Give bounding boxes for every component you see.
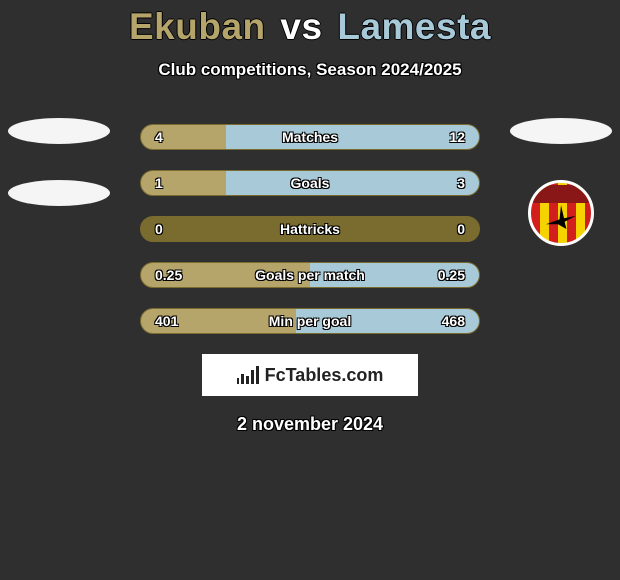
player-1-name: Ekuban [129,6,266,47]
bar-hattricks: 0 Hattricks 0 [140,216,480,242]
bar-matches: 4 Matches 12 [140,124,480,150]
bar-matches-right-val: 12 [449,125,465,149]
bar-goals-right-val: 3 [457,171,465,195]
branding-label: FcTables.com [265,365,384,386]
player-2-badges [510,118,612,278]
subtitle: Club competitions, Season 2024/2025 [0,60,620,80]
bar-gpm-right-val: 0.25 [438,263,465,287]
bar-mpg: 401 Min per goal 468 [140,308,480,334]
bar-goals: 1 Goals 3 [140,170,480,196]
player-2-club-shield [528,180,594,246]
bar-gpm: 0.25 Goals per match 0.25 [140,262,480,288]
bar-goals-label: Goals [141,171,479,195]
stat-bars: 4 Matches 12 1 Goals 3 0 Hattricks 0 0.2… [140,124,480,334]
player-2-photo-oval [510,118,612,144]
comparison-card: Ekuban vs Lamesta Club competitions, Sea… [0,0,620,580]
date: 2 november 2024 [0,414,620,435]
bar-hattricks-right-val: 0 [457,217,465,241]
bar-matches-label: Matches [141,125,479,149]
branding-box: FcTables.com [202,354,418,396]
bar-mpg-label: Min per goal [141,309,479,333]
chart-icon [237,366,259,384]
bar-hattricks-label: Hattricks [141,217,479,241]
title-vs: vs [280,6,322,47]
bar-mpg-right-val: 468 [442,309,465,333]
player-2-name: Lamesta [337,6,491,47]
shield-emblem [546,205,576,229]
shield-top-accent [533,185,589,203]
player-1-photo-oval-2 [8,180,110,206]
player-1-badges [8,118,110,278]
title: Ekuban vs Lamesta [0,0,620,48]
bar-gpm-label: Goals per match [141,263,479,287]
player-1-photo-oval-1 [8,118,110,144]
